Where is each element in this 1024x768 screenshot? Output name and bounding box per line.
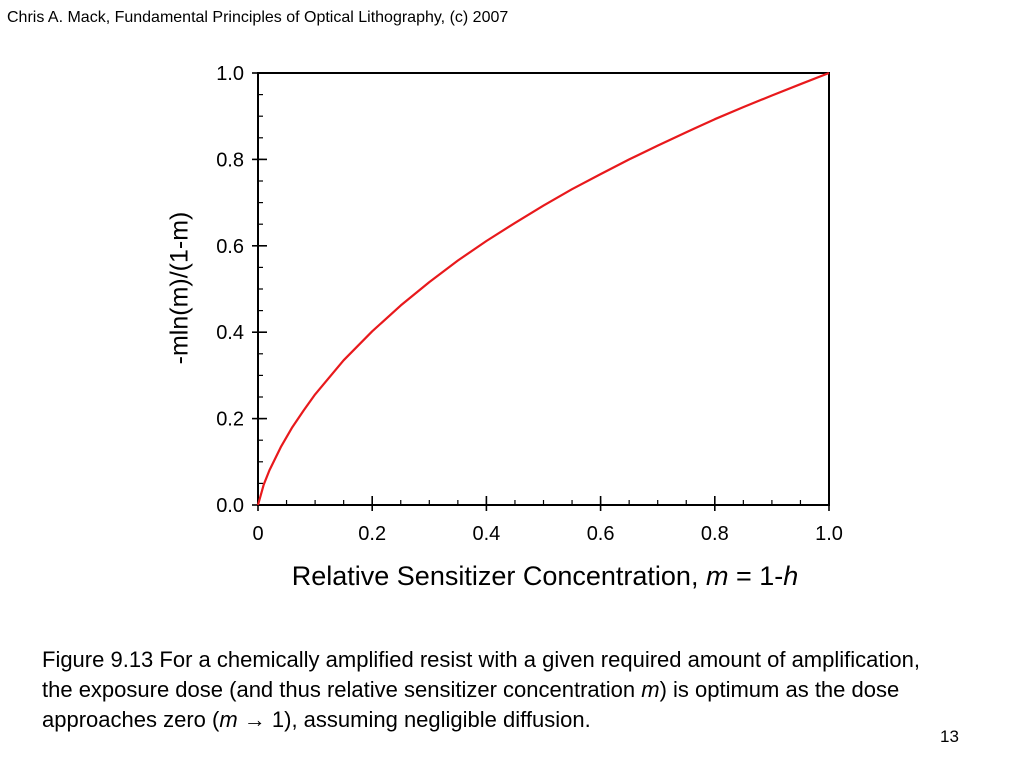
series-line [256, 71, 830, 506]
caption-arrow: → 1 [237, 707, 285, 732]
x-tick-label: 0.8 [701, 523, 729, 545]
tick-labels: 0 0.2 0.4 0.6 0.8 1.0 0.0 0.2 0.4 0.6 0.8 1.0 [216, 63, 843, 545]
caption-prefix: Figure 9.13 For a chemically amplified r… [42, 647, 920, 702]
plot-frame [257, 72, 830, 506]
x-tick-label: 0 [252, 523, 263, 545]
x-tick-label: 0.2 [358, 523, 386, 545]
y-tick-label: 0.4 [216, 322, 244, 344]
x-tick-label: 1.0 [815, 523, 843, 545]
x-axis-label-var-m: m [705, 561, 729, 591]
caption-var-m: m [641, 677, 660, 702]
caption-middle: ) is optimum as the dose approaches zero… [42, 677, 900, 732]
minor-ticks [257, 72, 830, 506]
y-tick-label: 0.8 [216, 149, 244, 171]
caption-suffix: ), assuming negligible diffusion. [284, 707, 591, 732]
y-tick-label: 1.0 [216, 63, 244, 85]
slide-number: 13 [940, 727, 959, 746]
caption-var-m-2: m [219, 707, 238, 732]
y-tick-label: 0.2 [216, 409, 244, 431]
y-tick-label: 0.6 [216, 236, 244, 258]
x-tick-label: 0.6 [587, 523, 615, 545]
x-axis-label-eq: = 1- [728, 561, 784, 591]
x-tick-label: 0.4 [472, 523, 500, 545]
y-axis-label: -mln(m)/(1-m) [165, 211, 194, 365]
figure-caption: Figure 9.13 For a chemically amplified r… [42, 645, 942, 735]
x-axis-label: Relative Sensitizer Concentration, m = 1… [292, 561, 799, 592]
major-ticks [252, 72, 830, 511]
x-axis-label-text: Relative Sensitizer Concentration, [291, 561, 706, 591]
y-tick-label: 0.0 [216, 495, 244, 517]
slide-header: Chris A. Mack, Fundamental Principles of… [7, 9, 509, 26]
x-axis-label-var-h: h [783, 561, 799, 591]
